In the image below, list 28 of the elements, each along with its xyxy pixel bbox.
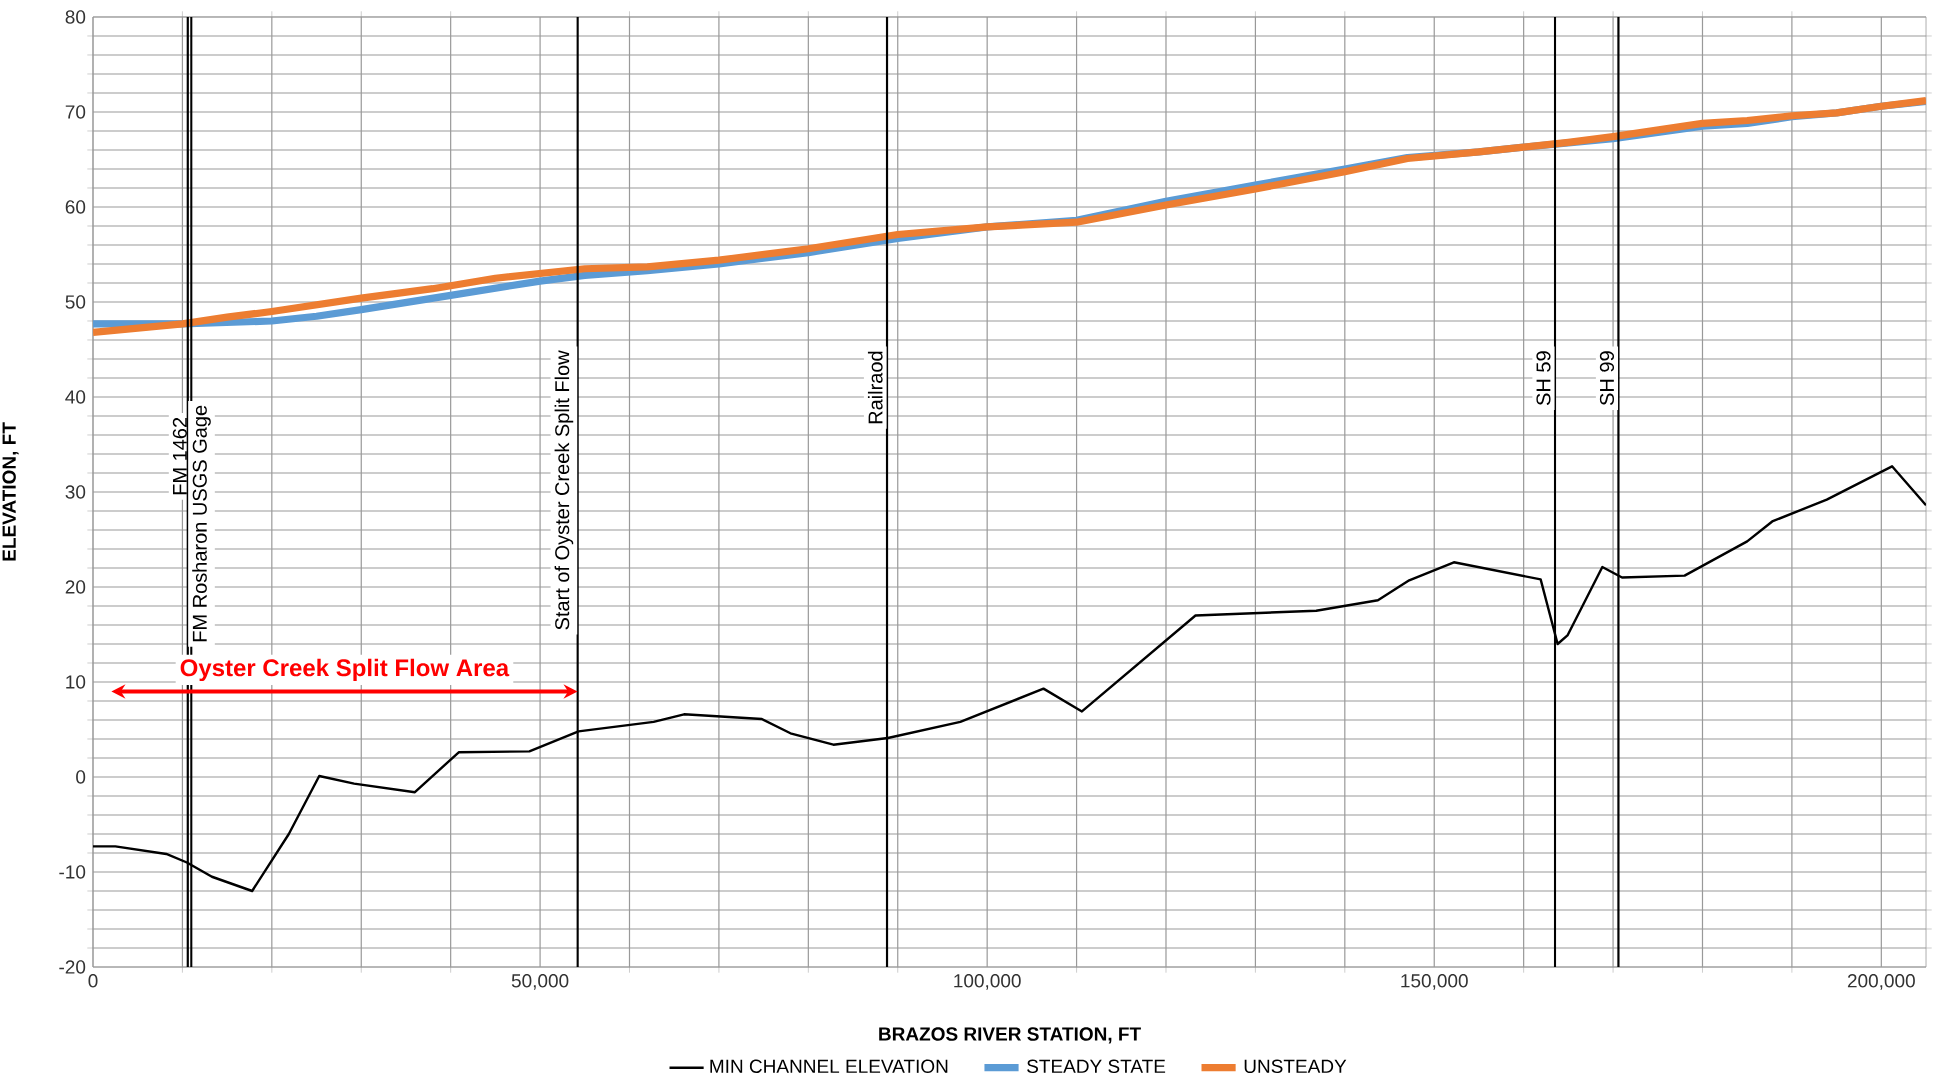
- y-tick-label: -20: [59, 960, 86, 974]
- y-tick-label: 10: [66, 675, 86, 689]
- y-tick-label: 70: [65, 105, 86, 119]
- y-tick-label: 50: [65, 295, 86, 309]
- ref-line-label: Railraod: [867, 351, 883, 424]
- legend-label: MIN CHANNEL ELEVATION: [710, 1059, 948, 1074]
- ref-line-label: FM Rosharon USGS Gage: [192, 405, 211, 642]
- x-tick-label: 100,000: [954, 974, 1021, 990]
- x-tick-label: 200,000: [1847, 974, 1915, 990]
- x-tick-label: 0: [88, 974, 98, 988]
- ref-line-label: SH 59: [1536, 351, 1551, 406]
- legend-label: UNSTEADY: [1244, 1059, 1347, 1074]
- y-tick-label: 20: [65, 580, 86, 594]
- x-axis-title: BRAZOS RIVER STATION, FT: [879, 1027, 1141, 1044]
- y-tick-label: 40: [65, 390, 86, 404]
- ref-line-label: SH 99: [1599, 351, 1615, 406]
- ref-line-label: Start of Oyster Creek Split Flow: [554, 350, 574, 630]
- y-tick-label: 60: [65, 200, 86, 214]
- x-tick-label: 50,000: [511, 974, 569, 990]
- y-tick-label: 80: [65, 10, 86, 24]
- y-tick-label: -10: [59, 865, 86, 879]
- legend-label: STEADY STATE: [1027, 1059, 1166, 1074]
- y-tick-label: 0: [76, 770, 86, 784]
- annotation: Oyster Creek Split Flow Area: [180, 658, 510, 682]
- y-tick-label: 30: [65, 485, 86, 499]
- ref-line-label: FM 1462: [172, 417, 187, 495]
- y-axis-title: ELEVATION, FT: [2, 422, 19, 561]
- x-tick-label: 150,000: [1401, 974, 1468, 990]
